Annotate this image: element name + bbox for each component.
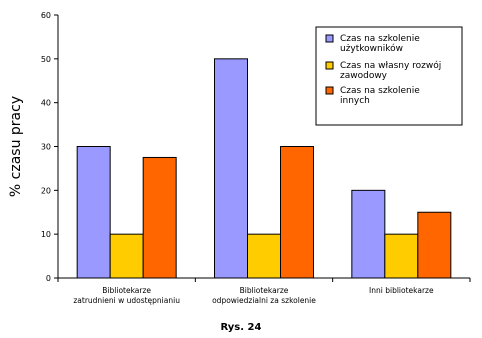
- category-labels: Bibliotekarze zatrudnieni w udostępnianiu…: [73, 286, 434, 305]
- figure-caption: Rys. 24: [220, 322, 262, 333]
- bar-1-3: [351, 189, 386, 279]
- y-tick-label: 40: [41, 99, 51, 108]
- legend-swatch: [325, 86, 334, 95]
- category-label: Inni bibliotekarze: [369, 286, 434, 295]
- bar-3-3: [417, 211, 452, 279]
- legend-entry: Czas na własny rozwój zawodowy: [340, 60, 441, 81]
- y-tick-label: 10: [41, 230, 51, 239]
- legend-swatch: [325, 61, 334, 70]
- bar-chart: 0 10 20 30 40 50 60 Bibliotekarze zatrudnieni w…: [8, 11, 471, 305]
- y-tick-label: 50: [41, 55, 51, 64]
- bars: [76, 58, 452, 279]
- y-tick-label: 20: [41, 186, 51, 195]
- category-label: Bibliotekarze odpowiedzialni za szkolenie: [212, 286, 316, 305]
- bar-2-1: [109, 233, 144, 279]
- legend: Czas na szkolenie użytkowników Czas na wła…: [315, 26, 463, 126]
- bar-3-1: [142, 156, 177, 279]
- legend-box: [315, 26, 463, 126]
- y-tick-label: 0: [46, 274, 51, 283]
- legend-swatch: [325, 34, 334, 43]
- bar-3-2: [280, 146, 314, 279]
- legend-entry: Czas na szkolenie innych: [340, 86, 420, 106]
- bar-2-2: [247, 233, 281, 279]
- bar-1-2: [214, 58, 248, 279]
- bar-1-1: [76, 146, 111, 279]
- legend-entry: Czas na szkolenie użytkowników: [340, 34, 420, 54]
- bar-2-3: [384, 233, 419, 279]
- y-axis-label: % czasu pracy: [8, 96, 24, 197]
- y-tick-labels: 0 10 20 30 40 50 60: [41, 11, 51, 283]
- y-tick-label: 30: [41, 143, 51, 152]
- category-label: Bibliotekarze zatrudnieni w udostępnianiu: [73, 286, 180, 305]
- y-tick-label: 60: [41, 11, 51, 20]
